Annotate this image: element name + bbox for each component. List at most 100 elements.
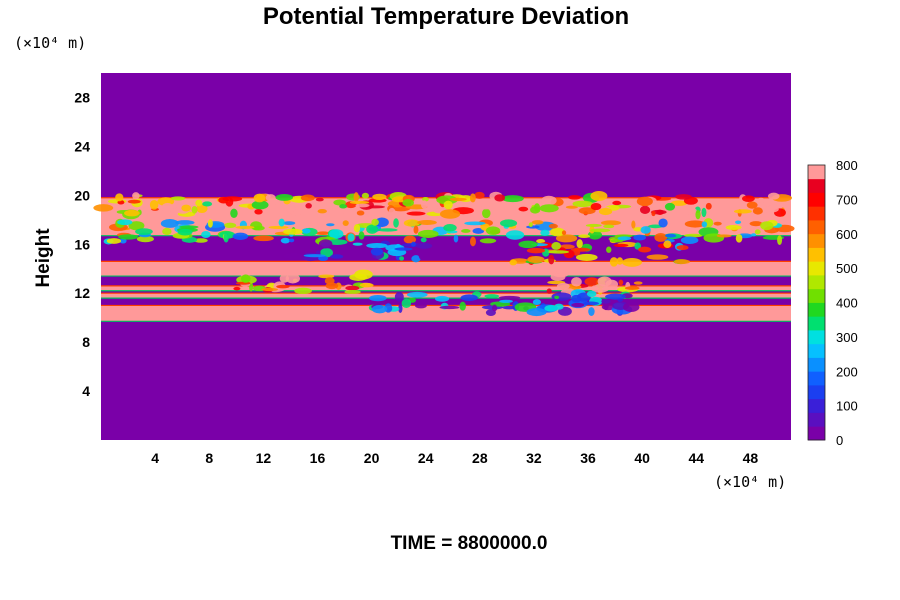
x-tick-label: 24: [418, 450, 434, 466]
disturbance-1-25: [735, 220, 742, 224]
disturbance-3-30: [646, 254, 669, 260]
disturbance-2-17: [418, 252, 424, 260]
disturbance-3-4: [616, 257, 624, 265]
disturbance-2-29: [370, 247, 383, 256]
disturbance-5-7: [618, 279, 624, 286]
band-1: [101, 293, 791, 299]
disturbance-4-22: [345, 285, 360, 291]
disturbance-4-28: [285, 273, 300, 284]
band-3: [101, 261, 791, 277]
disturbance-0-101: [578, 207, 596, 215]
disturbance-6-31: [544, 304, 559, 312]
disturbance-0-132: [372, 193, 387, 201]
disturbance-1-134: [585, 223, 602, 227]
disturbance-0-129: [475, 206, 496, 210]
disturbance-1-86: [614, 234, 633, 238]
disturbance-6-6: [414, 303, 427, 309]
disturbance-5-16: [584, 277, 600, 286]
colorbar-tick-label: 500: [836, 261, 858, 276]
disturbance-1-133: [358, 231, 365, 240]
disturbance-1-76: [253, 235, 274, 242]
disturbance-0-113: [742, 195, 755, 202]
disturbance-0-127: [449, 197, 467, 202]
disturbance-0-82: [482, 208, 491, 219]
disturbance-3-6: [613, 243, 629, 248]
disturbance-1-116: [413, 225, 419, 234]
disturbance-0-98: [436, 195, 458, 205]
colorbar-segment-9: [808, 302, 825, 317]
disturbance-0-84: [218, 196, 230, 204]
disturbance-0-145: [762, 205, 779, 213]
colorbar-segment-2: [808, 398, 825, 413]
disturbance-1-120: [631, 220, 636, 229]
disturbance-1-99: [658, 218, 668, 228]
disturbance-0-71: [202, 201, 213, 207]
disturbance-1-82: [366, 224, 379, 234]
y-tick-label: 4: [82, 383, 90, 399]
x-axis-unit: (×10⁴ m): [714, 473, 786, 491]
disturbance-3-14: [526, 247, 546, 254]
disturbance-0-130: [127, 199, 141, 204]
x-tick-label: 12: [256, 450, 272, 466]
disturbance-0-97: [675, 194, 692, 200]
disturbance-0-90: [612, 200, 622, 206]
disturbance-0-134: [253, 193, 266, 203]
colorbar-tick-label: 400: [836, 296, 858, 311]
disturbance-1-48: [684, 220, 706, 228]
colorbar-segment-7: [808, 330, 825, 345]
disturbance-1-114: [135, 228, 153, 235]
disturbance-0-96: [705, 202, 712, 210]
disturbance-1-106: [118, 234, 139, 240]
disturbance-5-0: [633, 281, 643, 285]
y-tick-label: 20: [74, 187, 90, 203]
disturbance-6-39: [586, 290, 597, 298]
disturbance-1-150: [453, 234, 459, 243]
disturbance-0-116: [339, 204, 348, 209]
disturbance-0-104: [328, 207, 347, 215]
colorbar: [807, 164, 826, 441]
disturbance-1-94: [347, 233, 355, 242]
disturbance-1-54: [540, 229, 550, 236]
disturbance-1-110: [548, 223, 558, 229]
disturbance-1-146: [283, 228, 303, 235]
colorbar-segment-14: [808, 233, 825, 248]
y-tick-label: 8: [82, 334, 90, 350]
disturbance-6-26: [435, 295, 450, 302]
disturbance-1-105: [301, 228, 311, 234]
disturbance-1-12: [326, 223, 335, 227]
disturbance-0-62: [333, 199, 346, 206]
disturbance-1-142: [177, 228, 193, 236]
disturbance-2-22: [366, 243, 388, 249]
disturbance-4-11: [233, 286, 241, 291]
disturbance-1-124: [207, 219, 213, 228]
disturbance-0-2: [305, 203, 312, 209]
disturbance-1-44: [280, 237, 291, 244]
colorbar-segment-13: [808, 247, 825, 262]
disturbance-2-28: [399, 256, 405, 261]
colorbar-tick-label: 600: [836, 227, 858, 242]
disturbance-0-112: [767, 192, 780, 200]
x-tick-label: 44: [689, 450, 705, 466]
colorbar-segment-3: [808, 385, 825, 400]
disturbance-2-20: [303, 254, 326, 258]
disturbance-2-18: [352, 242, 363, 246]
disturbance-1-108: [162, 227, 172, 236]
disturbance-0-143: [275, 193, 294, 201]
disturbance-1-100: [223, 232, 229, 243]
x-axis-ticks: 4 8 12 16 20 24 28 32 36 40 44 48: [151, 450, 758, 466]
disturbance-3-26: [551, 242, 562, 250]
plot-background: [101, 73, 791, 440]
disturbance-0-119: [443, 200, 453, 210]
plot-area: [93, 73, 795, 440]
disturbance-1-0: [223, 222, 237, 228]
time-label: TIME = 8800000.0: [391, 533, 548, 554]
disturbance-2-16: [283, 252, 306, 260]
disturbance-1-96: [665, 233, 677, 238]
disturbance-0-135: [695, 210, 701, 220]
disturbance-0-146: [757, 197, 765, 203]
disturbance-0-87: [406, 211, 426, 216]
disturbance-1-144: [464, 221, 486, 226]
disturbance-4-25: [240, 274, 251, 283]
disturbance-1-31: [282, 221, 296, 226]
disturbance-5-11: [624, 286, 640, 290]
